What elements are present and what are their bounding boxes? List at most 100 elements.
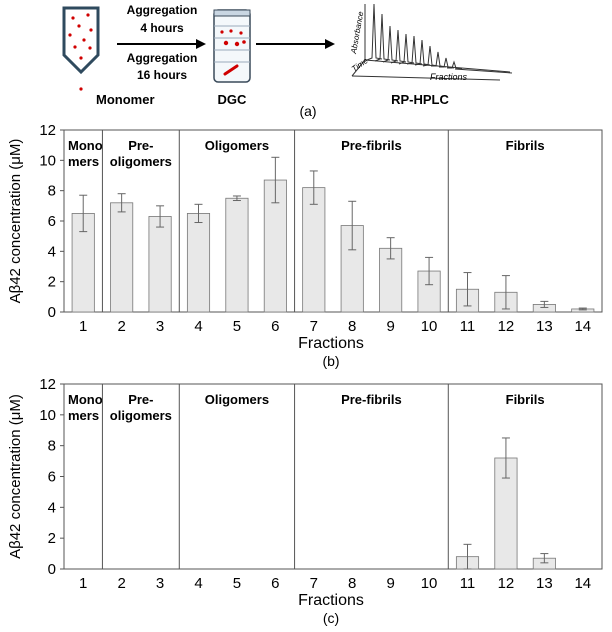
aggregation-16h-line2: 16 hours bbox=[137, 68, 187, 82]
chart-b-region-label: mers bbox=[68, 154, 99, 169]
chart-c-y-tick-label: 6 bbox=[48, 469, 56, 486]
monomer-tube-icon bbox=[62, 6, 100, 91]
chart-b-panel-label: (b) bbox=[322, 353, 339, 369]
chart-b-x-tick-label: 4 bbox=[194, 318, 202, 335]
chart-c-region-label: Pre- bbox=[128, 392, 153, 407]
chart-c-x-tick-label: 11 bbox=[460, 575, 476, 592]
chart-b-x-tick-label: 10 bbox=[421, 318, 438, 335]
chart-b-x-tick-label: 5 bbox=[233, 318, 241, 335]
dgc-tube-icon bbox=[213, 9, 251, 83]
chart-b-x-tick-label: 7 bbox=[310, 318, 318, 335]
aggregation-arrow bbox=[117, 39, 206, 49]
chart-c-x-tick-label: 10 bbox=[421, 575, 438, 592]
chart-c-region-label: Mono bbox=[68, 392, 103, 407]
chart-b-error-bar bbox=[540, 300, 549, 308]
chart-b-region-label: Pre-fibrils bbox=[341, 138, 402, 153]
panel-a-label: (a) bbox=[299, 103, 316, 119]
chart-b-x-tick-label: 3 bbox=[156, 318, 164, 335]
hplc-time-label: Time bbox=[350, 56, 370, 74]
chart-c-y-tick-label: 2 bbox=[48, 530, 56, 547]
chart-b-y-tick-label: 4 bbox=[48, 243, 56, 260]
hplc-absorbance-label: Absorbance bbox=[349, 10, 366, 55]
chart-c-error-bar bbox=[463, 543, 472, 570]
chart-b-bar bbox=[225, 197, 249, 313]
chart-b-region-label: oligomers bbox=[110, 154, 172, 169]
chart-c-x-tick-label: 3 bbox=[156, 575, 164, 592]
chart-c-region-label: Fibrils bbox=[506, 392, 545, 407]
chart-b-error-bar bbox=[309, 170, 318, 205]
chart-c-x-tick-label: 4 bbox=[194, 575, 202, 592]
chart-b-error-bar bbox=[156, 205, 165, 228]
chart-b-error-bar bbox=[578, 307, 587, 311]
aggregation-4h-line1: Aggregation bbox=[127, 3, 198, 17]
chart-c-region-label: oligomers bbox=[110, 408, 172, 423]
chart-c-x-tick-label: 7 bbox=[310, 575, 318, 592]
chart-b-x-axis-label: Fractions bbox=[298, 335, 364, 352]
chart-b-error-bar bbox=[501, 275, 510, 310]
chart-b-x-tick-label: 2 bbox=[117, 318, 125, 335]
chart-c-x-tick-label: 9 bbox=[386, 575, 394, 592]
chart-b-y-tick-label: 2 bbox=[48, 274, 56, 291]
chart-b-bar bbox=[110, 202, 134, 313]
chart-b-region-label: Mono bbox=[68, 138, 103, 153]
chart-c-x-tick-label: 8 bbox=[348, 575, 356, 592]
chart-c-region-label: Pre-fibrils bbox=[341, 392, 402, 407]
chart-b-error-bar bbox=[79, 194, 88, 233]
dgc-label: DGC bbox=[218, 92, 248, 107]
hplc-chromatogram-icon bbox=[351, 3, 513, 81]
chart-c-region-label: Oligomers bbox=[205, 392, 269, 407]
chart-c-x-tick-label: 13 bbox=[536, 575, 553, 592]
chart-c-x-tick-label: 1 bbox=[79, 575, 87, 592]
chart-c-x-tick-label: 12 bbox=[498, 575, 515, 592]
chart-b-y-axis-label: Aβ42 concentration (μM) bbox=[7, 139, 24, 304]
hplc-label: RP-HPLC bbox=[391, 92, 449, 107]
monomer-label: Monomer bbox=[96, 92, 155, 107]
chart-b-x-tick-label: 6 bbox=[271, 318, 279, 335]
chart-b-error-bar bbox=[194, 203, 203, 224]
chart-b-x-tick-label: 9 bbox=[386, 318, 394, 335]
chart-b-error-bar bbox=[425, 256, 434, 286]
chart-c-error-bar bbox=[501, 437, 510, 479]
aggregation-16h-line1: Aggregation bbox=[127, 51, 198, 65]
chart-b-x-tick-label: 8 bbox=[348, 318, 356, 335]
chart-c-x-tick-label: 5 bbox=[233, 575, 241, 592]
chart-c-x-tick-label: 6 bbox=[271, 575, 279, 592]
chart-b-region-label: Fibrils bbox=[506, 138, 545, 153]
chart-c-region-label: mers bbox=[68, 408, 99, 423]
hplc-fractions-label: Fractions bbox=[430, 72, 468, 82]
chart-b-bar bbox=[148, 216, 172, 313]
chart-c-x-tick-label: 2 bbox=[117, 575, 125, 592]
chart-b-error-bar bbox=[348, 200, 357, 251]
chart-c-error-bar bbox=[540, 553, 549, 564]
chart-b-error-bar bbox=[232, 195, 241, 202]
chart-b-region-label: Oligomers bbox=[205, 138, 269, 153]
chart-b-bar bbox=[302, 187, 326, 313]
chart-b-error-bar bbox=[463, 272, 472, 307]
chart-b-x-tick-label: 13 bbox=[536, 318, 553, 335]
chart-c-y-tick-label: 12 bbox=[39, 376, 56, 393]
aggregation-4h-line2: 4 hours bbox=[140, 21, 184, 35]
chart-b-y-tick-label: 10 bbox=[39, 152, 56, 169]
chart-b-error-bar bbox=[386, 237, 395, 260]
chart-c-y-tick-label: 8 bbox=[48, 438, 56, 455]
chart-c-y-tick-label: 10 bbox=[39, 407, 56, 424]
chart-b-bar bbox=[186, 213, 211, 313]
chart-b-y-tick-label: 0 bbox=[48, 304, 56, 321]
chart-b-y-tick-label: 6 bbox=[48, 213, 56, 230]
chart-b-y-tick-label: 8 bbox=[48, 183, 56, 200]
chart-b-x-tick-label: 14 bbox=[574, 318, 591, 335]
chart-b-region-label: Pre- bbox=[128, 138, 153, 153]
workflow-schematic: Monomer Aggregation 4 hours Aggregation … bbox=[62, 3, 513, 119]
chart-b-x-tick-label: 11 bbox=[460, 318, 476, 335]
chart-c-y-axis-label: Aβ42 concentration (μM) bbox=[7, 394, 24, 559]
chart-b-y-tick-label: 12 bbox=[39, 122, 56, 139]
chart-b-error-bar bbox=[271, 156, 280, 204]
chart-c-x-tick-label: 14 bbox=[574, 575, 591, 592]
chart-c-panel-label: (c) bbox=[323, 610, 339, 626]
chart-b-x-tick-label: 12 bbox=[498, 318, 515, 335]
chart-b-error-bar bbox=[117, 193, 126, 213]
chart-b-x-tick-label: 1 bbox=[79, 318, 87, 335]
chart-c-y-tick-label: 0 bbox=[48, 561, 56, 578]
